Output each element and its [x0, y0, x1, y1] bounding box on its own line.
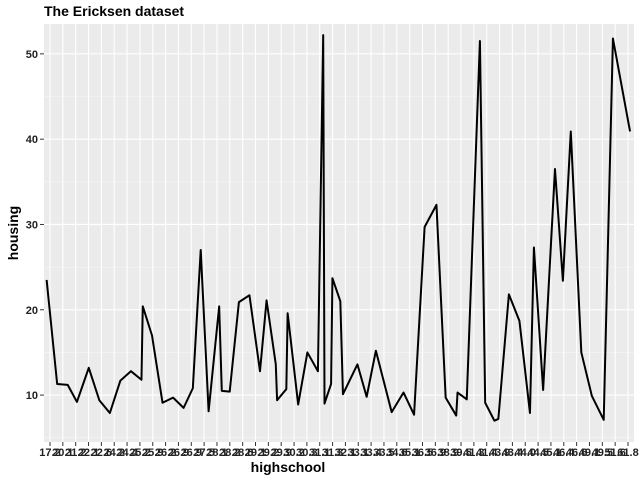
x-tick-label: 17.2	[39, 447, 60, 459]
x-tick-label: 41.4	[476, 447, 498, 459]
x-tick-label: 61.8	[617, 447, 638, 459]
x-tick-label: 43.9	[489, 447, 510, 459]
x-tick-label: 31.1	[309, 447, 330, 459]
x-tick-label: 44.5	[527, 447, 548, 459]
x-tick-label: 29.1	[245, 447, 266, 459]
x-tick-label: 26.9	[181, 447, 202, 459]
x-tick-label: 22.6	[91, 447, 112, 459]
x-tick-label: 46.6	[566, 447, 587, 459]
x-tick-label: 28.2	[219, 447, 240, 459]
x-axis: 17.220.121.222.122.624.224.425.225.926.2…	[39, 442, 639, 459]
x-tick-label: 44.0	[515, 447, 536, 459]
x-tick-label: 22.1	[78, 447, 99, 459]
x-tick-label: 26.9	[168, 447, 189, 459]
x-tick-label: 35.1	[399, 447, 420, 459]
x-tick-label: 26.2	[155, 447, 176, 459]
x-tick-label: 39.5	[450, 447, 471, 459]
y-tick-label: 10	[26, 390, 38, 402]
series-line-0	[45, 34, 632, 422]
x-tick-label: 25.2	[129, 447, 150, 459]
plot-panel	[44, 24, 634, 442]
x-tick-label: 33.4	[360, 447, 382, 459]
x-tick-label: 30.2	[283, 447, 304, 459]
series-layer	[45, 34, 632, 422]
x-axis-title: highschool	[251, 459, 326, 475]
x-tick-label: 21.2	[65, 447, 86, 459]
x-tick-label: 36.9	[425, 447, 446, 459]
x-tick-label: 20.1	[52, 447, 73, 459]
x-tick-label: 49.5	[592, 447, 613, 459]
y-tick-label: 30	[26, 219, 38, 231]
x-tick-label: 33.1	[348, 447, 369, 459]
x-tick-label: 46.4	[553, 447, 575, 459]
x-tick-label: 32.1	[335, 447, 356, 459]
x-tick-label: 43.4	[502, 447, 524, 459]
x-tick-label: 29.9	[270, 447, 291, 459]
x-tick-label: 24.2	[104, 447, 125, 459]
x-tick-label: 49.1	[579, 447, 600, 459]
x-tick-label: 29.2	[258, 447, 279, 459]
x-tick-label: 41.3	[463, 447, 484, 459]
y-tick-label: 20	[26, 305, 38, 317]
x-tick-label: 28.1	[206, 447, 227, 459]
y-tick-label: 50	[26, 49, 38, 61]
x-tick-label: 33.5	[373, 447, 394, 459]
y-tick-label: 40	[26, 134, 38, 146]
x-tick-label: 24.4	[116, 447, 138, 459]
x-tick-label: 36.5	[412, 447, 433, 459]
x-tick-label: 28.6	[232, 447, 253, 459]
x-tick-label: 30.3	[296, 447, 317, 459]
y-axis-title: housing	[5, 206, 21, 260]
x-tick-label: 38.9	[437, 447, 458, 459]
x-tick-label: 31.3	[322, 447, 343, 459]
x-tick-label: 51.6	[604, 447, 625, 459]
x-tick-label: 45.1	[540, 447, 561, 459]
chart-title: The Ericksen dataset	[44, 3, 184, 19]
grid-major	[44, 24, 634, 442]
x-tick-label: 27.5	[193, 447, 214, 459]
y-axis: 10 20 30 40 50	[26, 49, 44, 402]
x-tick-label: 34.6	[386, 447, 407, 459]
x-tick-label: 25.9	[142, 447, 163, 459]
